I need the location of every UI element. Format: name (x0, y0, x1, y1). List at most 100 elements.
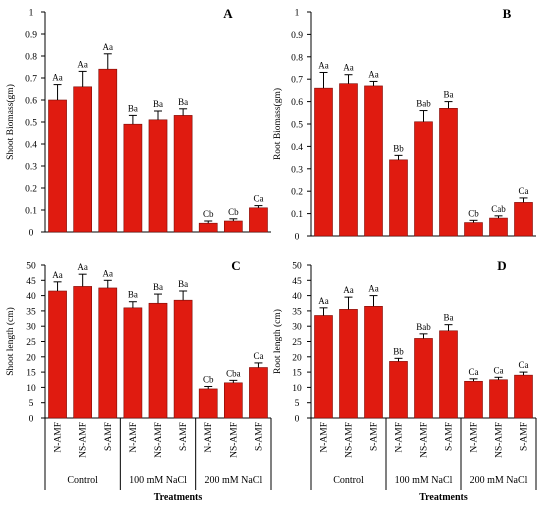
bar (173, 115, 193, 233)
bar (464, 222, 483, 237)
bar (148, 302, 168, 419)
y-tick-label: 0.7 (291, 76, 303, 86)
data-label: Ba (153, 282, 163, 292)
x-tick-label: NS-AMF (345, 422, 355, 458)
data-label: Aa (52, 270, 63, 280)
data-label: Cb (203, 209, 214, 219)
y-axis-label: Shoot Biomass(gm) (5, 84, 16, 160)
y-tick-label: 35 (26, 307, 36, 317)
panel-letter: A (223, 6, 233, 21)
data-label: Ca (253, 194, 263, 204)
bar (98, 68, 118, 233)
bar (489, 379, 508, 419)
bar (48, 290, 67, 419)
y-tick-label: 40 (292, 292, 302, 302)
panel-letter: C (231, 258, 240, 273)
data-label: Aa (77, 59, 88, 69)
data-label: Aa (77, 262, 88, 272)
y-tick-label: 0.8 (291, 53, 303, 63)
bar (198, 222, 218, 233)
bar (339, 83, 358, 237)
bar (173, 299, 193, 419)
bar (73, 86, 93, 233)
y-tick-label: 0.1 (291, 210, 303, 220)
data-label: Ba (178, 97, 188, 107)
y-tick-label: 0 (29, 229, 34, 239)
y-tick-label: 0.3 (25, 163, 37, 173)
bar (514, 374, 533, 419)
y-tick-label: 1 (29, 9, 34, 19)
group-label: 100 mM NaCl (129, 475, 187, 486)
data-label: Aa (318, 296, 329, 306)
y-tick-label: 5 (29, 399, 34, 409)
chart-panel-d: 0 5 10 15 20 25 30 35 40 45 50 Root length (cm) D Aa A… (272, 258, 537, 503)
data-label: Aa (368, 69, 379, 79)
y-tick-label: 1 (295, 9, 300, 19)
x-tick-label: S-AMF (445, 422, 455, 451)
group-label: 200 mM NaCl (470, 475, 528, 486)
y-tick-label: 20 (26, 353, 36, 363)
bar (314, 87, 333, 237)
data-label: Ba (444, 90, 454, 100)
bar (73, 286, 93, 419)
x-tick-label: N-AMF (204, 422, 214, 453)
x-tick-label: S-AMF (104, 422, 114, 451)
x-tick-label: N-AMF (470, 422, 480, 453)
x-tick-label: N-AMF (320, 422, 330, 453)
data-label: Bab (416, 322, 431, 332)
x-tick-label: S-AMF (520, 422, 530, 451)
data-label: Cb (203, 374, 214, 384)
panel-letter: B (503, 6, 512, 21)
group-label: 100 mM NaCl (395, 475, 453, 486)
bar (364, 306, 383, 419)
bar (223, 220, 243, 233)
chart-panel-b: 0 0.1 0.2 0.3 0.4 0.5 0.6 0.7 0.8 0.9 1 Root Biomas… (272, 6, 536, 243)
data-label: Ba (128, 290, 138, 300)
x-tick-label: N-AMF (54, 422, 64, 453)
data-label: Cb (468, 208, 479, 218)
y-axis-label: Shoot length (cm) (5, 307, 16, 376)
data-label: Bab (416, 99, 431, 109)
bar (489, 217, 508, 237)
data-label: Ca (494, 365, 504, 375)
data-label: Ba (178, 279, 188, 289)
y-tick-label: 0 (29, 415, 34, 425)
group-label: Control (333, 475, 364, 486)
bar (223, 382, 243, 419)
x-tick-label: NS-AMF (420, 422, 430, 458)
data-label: Bb (393, 346, 404, 356)
x-tick-label: NS-AMF (154, 422, 164, 458)
y-tick-label: 0.6 (291, 98, 303, 108)
bar (123, 123, 143, 233)
x-tick-label: N-AMF (129, 422, 139, 453)
group-label: Control (67, 475, 98, 486)
y-tick-label: 10 (26, 384, 36, 394)
bar (439, 330, 458, 419)
y-tick-label: 0.1 (25, 207, 37, 217)
x-tick-label: S-AMF (179, 422, 189, 451)
y-axis-label: Root length (cm) (272, 309, 283, 374)
bar (439, 108, 458, 237)
bar (98, 287, 118, 419)
data-label: Ca (469, 367, 479, 377)
bar (148, 119, 168, 233)
x-tick-label: NS-AMF (79, 422, 89, 458)
y-tick-label: 0.5 (291, 121, 303, 131)
data-label: Cab (491, 204, 506, 214)
bar (464, 380, 483, 419)
bar (514, 202, 533, 237)
bar (314, 315, 333, 419)
data-label: Aa (343, 63, 354, 73)
y-tick-label: 50 (292, 262, 302, 272)
bar (249, 207, 268, 233)
bar (48, 99, 67, 233)
y-tick-label: 0.9 (291, 31, 303, 41)
data-label: Aa (318, 60, 329, 70)
y-tick-label: 40 (26, 292, 36, 302)
data-label: Aa (52, 73, 63, 83)
x-axis-title: Treatments (419, 492, 468, 503)
x-tick-label: NS-AMF (495, 422, 505, 458)
bar (364, 85, 383, 237)
y-tick-label: 0.5 (25, 119, 37, 129)
y-tick-label: 45 (26, 277, 36, 287)
